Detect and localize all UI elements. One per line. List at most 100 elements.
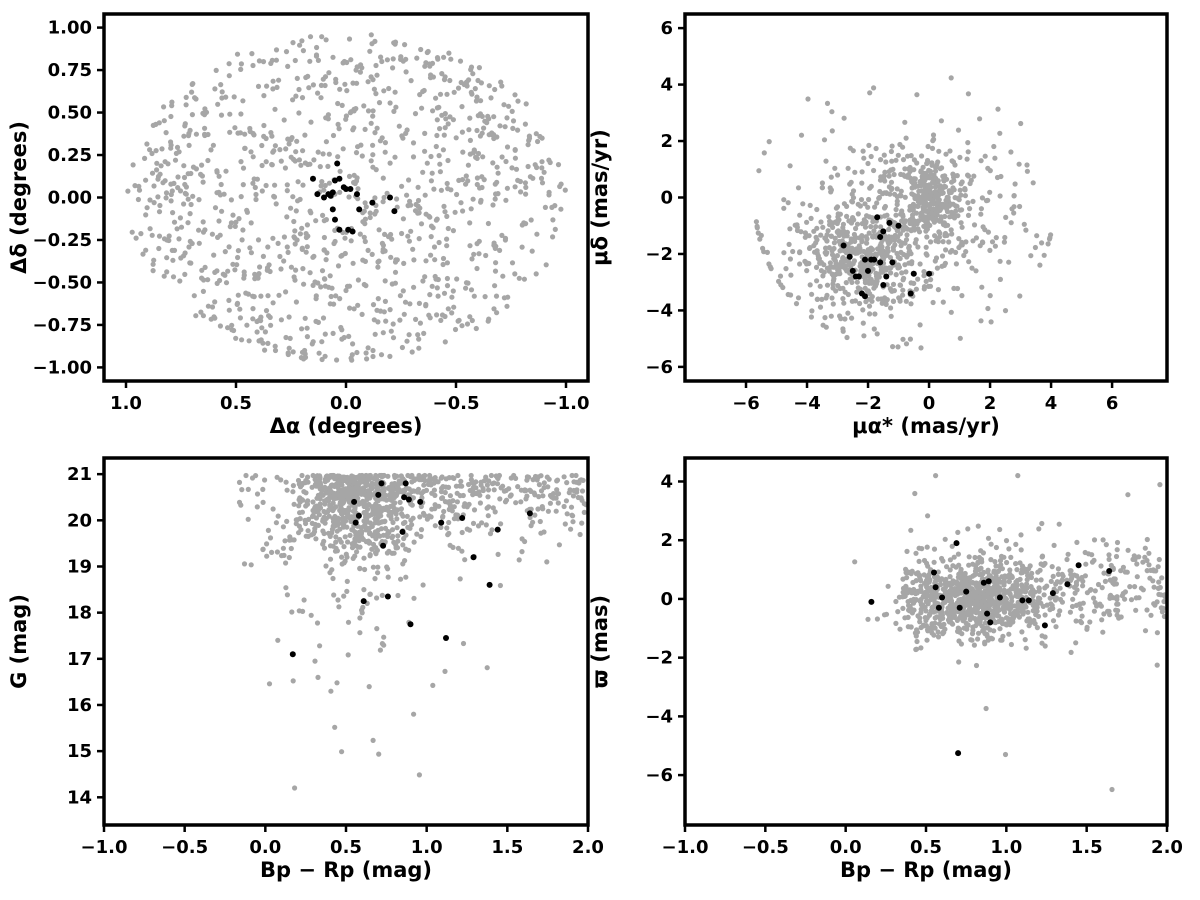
field-star-point — [965, 140, 971, 146]
field-star-point — [200, 179, 206, 185]
field-star-point — [226, 244, 232, 250]
field-star-point — [311, 157, 317, 163]
field-star-point — [290, 156, 297, 162]
field-star-point — [825, 228, 831, 234]
field-star-point — [485, 220, 491, 227]
field-star-point — [923, 608, 929, 614]
field-star-point — [276, 292, 282, 298]
field-star-point — [360, 219, 366, 225]
field-star-point — [291, 501, 297, 507]
field-star-point — [884, 212, 890, 218]
field-star-point — [911, 157, 918, 163]
field-star-point — [357, 630, 363, 636]
field-star-point — [282, 165, 288, 171]
field-star-point — [269, 549, 275, 556]
field-star-point — [942, 183, 948, 189]
field-star-point — [172, 157, 179, 163]
field-star-point — [193, 131, 199, 137]
field-star-point — [323, 257, 329, 263]
field-star-point — [365, 108, 372, 114]
field-star-point — [255, 275, 261, 281]
field-star-point — [292, 57, 298, 64]
field-star-point — [293, 93, 299, 99]
field-star-point — [281, 258, 287, 264]
field-star-point — [928, 239, 934, 245]
field-star-point — [449, 508, 455, 514]
field-star-point — [866, 142, 872, 148]
field-star-point — [985, 637, 991, 643]
field-star-point — [958, 220, 964, 226]
field-star-point — [313, 536, 319, 542]
field-star-point — [925, 563, 931, 569]
field-star-point — [909, 191, 915, 197]
field-star-point — [369, 251, 375, 257]
field-star-point — [419, 490, 425, 497]
field-star-point — [921, 557, 928, 564]
field-star-point — [477, 500, 483, 506]
field-star-point — [290, 194, 296, 200]
field-star-point — [978, 206, 985, 212]
field-star-point — [270, 300, 276, 306]
field-star-point — [282, 538, 288, 544]
member-star-point — [877, 259, 884, 266]
members-pm — [840, 214, 933, 300]
field-star-point — [969, 265, 975, 271]
field-star-point — [278, 266, 284, 272]
field-star-point — [850, 188, 857, 194]
member-star-point — [289, 651, 296, 658]
field-star-point — [286, 345, 292, 351]
field-star-point — [797, 212, 803, 218]
field-star-point — [212, 205, 219, 211]
field-star-point — [955, 127, 962, 133]
field-star-point — [927, 168, 934, 174]
field-star-point — [182, 271, 188, 277]
field-star-point — [881, 152, 887, 158]
field-star-point — [903, 341, 910, 347]
field-star-point — [416, 472, 422, 479]
field-star-point — [886, 226, 892, 233]
field-star-point — [244, 322, 250, 328]
field-star-point — [138, 231, 144, 237]
field-star-point — [313, 480, 319, 486]
field-star-point — [460, 640, 467, 647]
field-star-point — [1001, 582, 1007, 588]
field-star-point — [375, 296, 381, 302]
field-star-point — [938, 615, 944, 621]
field-star-point — [199, 162, 205, 168]
field-star-point — [354, 491, 360, 497]
field-star-point — [394, 516, 400, 522]
field-star-point — [508, 475, 514, 481]
field-star-point — [485, 113, 491, 119]
field-star-point — [304, 325, 310, 331]
field-star-point — [970, 238, 976, 244]
field-star-point — [900, 292, 906, 298]
field-star-point — [322, 498, 328, 504]
field-star-point — [240, 227, 246, 233]
field-star-point — [240, 98, 246, 104]
field-star-point — [985, 535, 992, 541]
field-star-point — [373, 536, 379, 542]
field-star-point — [1125, 547, 1131, 553]
field-star-point — [536, 494, 542, 500]
field-stars-sky — [125, 32, 568, 363]
field-star-point — [813, 240, 819, 246]
field-star-point — [444, 260, 450, 266]
field-star-point — [424, 49, 430, 56]
field-star-point — [258, 314, 264, 320]
field-star-point — [931, 136, 937, 142]
field-star-point — [476, 489, 482, 495]
field-star-point — [892, 191, 898, 197]
field-star-point — [417, 514, 423, 520]
field-star-point — [920, 623, 926, 629]
field-star-point — [991, 568, 997, 574]
y-tick-label: 2 — [660, 131, 673, 152]
field-star-point — [150, 261, 156, 267]
member-star-point — [486, 581, 493, 588]
field-star-point — [265, 527, 271, 534]
field-star-point — [1146, 550, 1152, 556]
field-star-point — [170, 274, 177, 280]
field-star-point — [387, 353, 393, 359]
field-star-point — [970, 594, 976, 600]
field-star-point — [931, 559, 937, 565]
field-star-point — [528, 523, 534, 529]
